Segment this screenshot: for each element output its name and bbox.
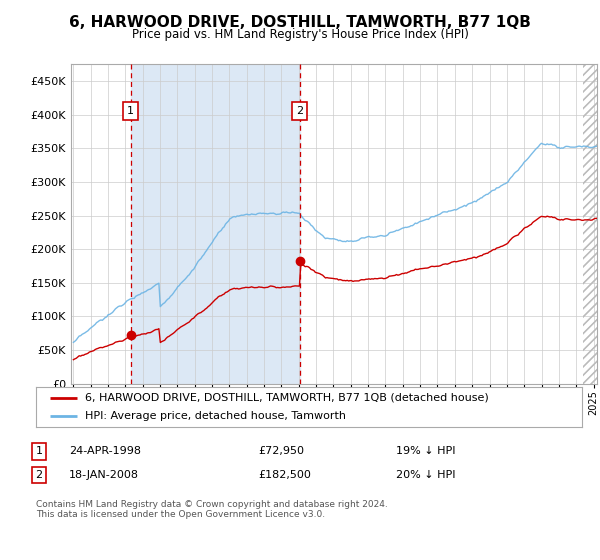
Text: £72,950: £72,950: [258, 446, 304, 456]
Text: Contains HM Land Registry data © Crown copyright and database right 2024.
This d: Contains HM Land Registry data © Crown c…: [36, 500, 388, 519]
Text: Price paid vs. HM Land Registry's House Price Index (HPI): Price paid vs. HM Land Registry's House …: [131, 28, 469, 41]
Text: 19% ↓ HPI: 19% ↓ HPI: [396, 446, 455, 456]
Bar: [131, 64, 299, 384]
Text: £182,500: £182,500: [258, 470, 311, 480]
Text: 24-APR-1998: 24-APR-1998: [69, 446, 141, 456]
Text: 2: 2: [35, 470, 43, 480]
Text: 6, HARWOOD DRIVE, DOSTHILL, TAMWORTH, B77 1QB (detached house): 6, HARWOOD DRIVE, DOSTHILL, TAMWORTH, B7…: [85, 393, 489, 403]
Bar: [583, 64, 600, 384]
Text: 1: 1: [35, 446, 43, 456]
Bar: [583, 64, 600, 384]
Text: 6, HARWOOD DRIVE, DOSTHILL, TAMWORTH, B77 1QB: 6, HARWOOD DRIVE, DOSTHILL, TAMWORTH, B7…: [69, 15, 531, 30]
Text: 20% ↓ HPI: 20% ↓ HPI: [396, 470, 455, 480]
Bar: [583, 64, 600, 384]
Text: 18-JAN-2008: 18-JAN-2008: [69, 470, 139, 480]
Text: HPI: Average price, detached house, Tamworth: HPI: Average price, detached house, Tamw…: [85, 412, 346, 421]
Text: 1: 1: [127, 106, 134, 116]
Text: 2: 2: [296, 106, 303, 116]
